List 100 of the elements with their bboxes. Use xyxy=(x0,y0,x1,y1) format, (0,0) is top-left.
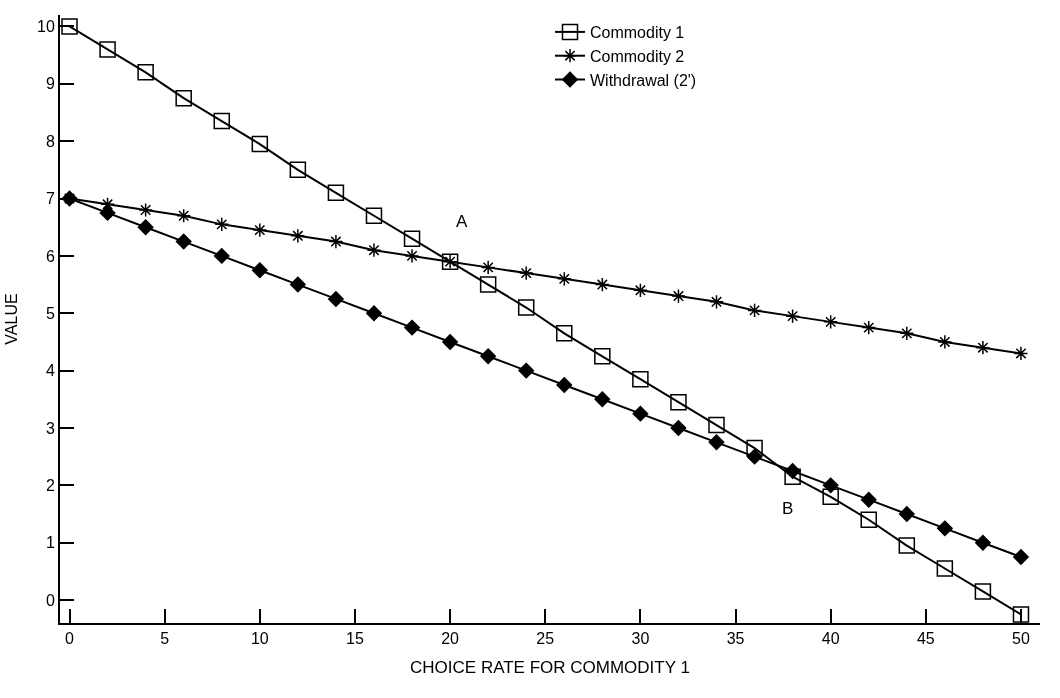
point xyxy=(746,439,763,457)
point xyxy=(937,334,953,350)
point xyxy=(822,477,839,494)
point xyxy=(899,325,915,341)
x-tick-label: 40 xyxy=(821,630,840,648)
y-tick-label: 5 xyxy=(45,304,55,322)
point xyxy=(365,207,383,224)
x-tick-label: 15 xyxy=(346,630,364,648)
point xyxy=(138,202,153,218)
point xyxy=(708,434,725,451)
point xyxy=(404,248,420,264)
point xyxy=(251,262,268,279)
point xyxy=(556,377,573,393)
point xyxy=(214,217,230,232)
legend-label: Commodity 1 xyxy=(590,24,685,42)
x-axis-title: CHOICE RATE FOR COMMODITY 1 xyxy=(410,658,690,678)
point xyxy=(785,308,800,324)
point xyxy=(1013,346,1029,361)
point xyxy=(594,348,611,365)
legend-label: Withdrawal (2') xyxy=(590,71,697,89)
point xyxy=(670,420,687,436)
point xyxy=(176,208,192,224)
point xyxy=(404,319,420,336)
x-tick-label: 25 xyxy=(536,630,555,648)
point xyxy=(594,277,610,292)
y-tick-label: 4 xyxy=(45,362,55,380)
point xyxy=(936,560,954,577)
point xyxy=(328,291,344,307)
point xyxy=(517,299,535,316)
point xyxy=(975,534,991,551)
point xyxy=(175,233,192,250)
x-tick-label: 45 xyxy=(916,630,935,648)
point xyxy=(290,228,306,244)
point xyxy=(99,41,116,58)
point xyxy=(61,18,78,35)
point xyxy=(975,340,991,356)
point xyxy=(898,537,916,554)
point xyxy=(1012,606,1030,623)
point xyxy=(633,282,648,298)
point xyxy=(746,448,763,465)
point xyxy=(860,511,877,528)
point xyxy=(936,520,953,537)
y-tick-label: 9 xyxy=(45,75,55,93)
point xyxy=(671,288,686,304)
point xyxy=(670,393,687,411)
point xyxy=(327,184,345,202)
point xyxy=(480,260,496,275)
point xyxy=(403,230,421,247)
point xyxy=(518,362,535,379)
point xyxy=(442,334,458,350)
point xyxy=(709,294,724,310)
point xyxy=(784,463,801,479)
point xyxy=(708,416,725,434)
point xyxy=(479,276,497,293)
annotation: B xyxy=(782,499,794,518)
point xyxy=(822,488,839,506)
x-tick-label: 30 xyxy=(631,630,650,648)
legend-label: Commodity 2 xyxy=(590,47,685,65)
point xyxy=(556,325,573,342)
point xyxy=(289,276,306,293)
point xyxy=(137,64,154,81)
point xyxy=(137,219,154,236)
y-axis-title: VALUE xyxy=(3,293,21,345)
x-tick-label: 50 xyxy=(1012,630,1030,648)
y-tick-label: 3 xyxy=(45,419,55,437)
point xyxy=(594,391,611,408)
point xyxy=(632,405,649,422)
point xyxy=(518,265,534,281)
point xyxy=(175,89,192,107)
point xyxy=(1013,549,1029,565)
y-tick-label: 2 xyxy=(45,476,55,494)
point xyxy=(289,161,307,179)
point xyxy=(328,234,344,249)
annotation: A xyxy=(456,212,468,231)
point xyxy=(860,491,877,508)
x-tick-label: 5 xyxy=(160,630,170,648)
point xyxy=(213,112,230,130)
y-tick-label: 0 xyxy=(45,591,55,609)
point xyxy=(366,242,382,258)
point xyxy=(632,370,649,388)
point xyxy=(480,348,497,365)
point xyxy=(861,320,877,335)
y-tick-label: 8 xyxy=(45,132,55,150)
point xyxy=(251,135,269,153)
point xyxy=(213,248,230,264)
point xyxy=(99,204,116,221)
point xyxy=(747,303,762,318)
y-tick-label: 7 xyxy=(45,190,55,208)
point xyxy=(974,583,992,600)
y-tick-label: 10 xyxy=(37,18,55,36)
x-tick-label: 0 xyxy=(65,630,75,648)
point xyxy=(823,314,839,330)
point xyxy=(556,271,572,287)
x-tick-label: 10 xyxy=(250,630,269,648)
point xyxy=(366,305,382,322)
x-tick-label: 35 xyxy=(726,630,745,648)
point xyxy=(898,506,915,522)
x-tick-label: 20 xyxy=(441,630,460,648)
y-tick-label: 6 xyxy=(45,247,55,265)
y-tick-label: 1 xyxy=(45,534,55,552)
